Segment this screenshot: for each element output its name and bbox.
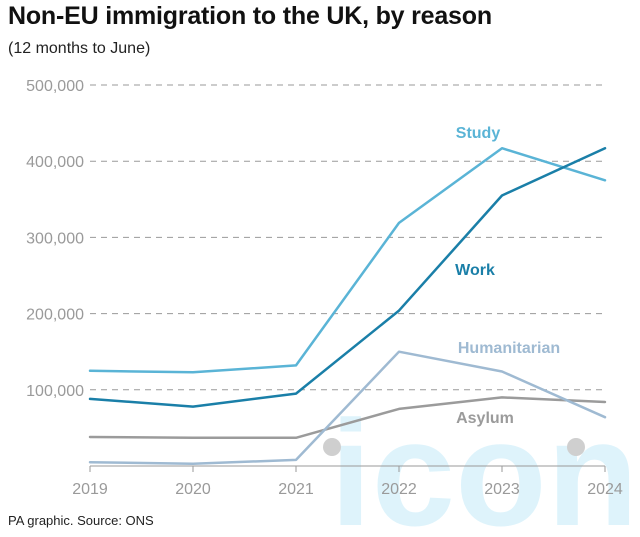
watermark-dot-left <box>323 438 341 456</box>
series-line-asylum <box>88 396 607 440</box>
chart-title: Non-EU immigration to the UK, by reason <box>8 2 492 30</box>
series-lines <box>88 146 607 465</box>
y-tick-label: 500,000 <box>26 78 84 95</box>
series-label-asylum: Asylum <box>456 410 514 427</box>
x-axis-ticks: 2019 2020 2021 2022 2023 2024 <box>72 466 623 498</box>
x-tick-label: 2024 <box>587 481 623 498</box>
series-line-humanitarian <box>88 350 607 465</box>
series-line-study <box>88 146 607 374</box>
x-tick-label: 2019 <box>72 481 108 498</box>
y-axis-ticks: 100,000 200,000 300,000 400,000 500,000 <box>26 78 84 400</box>
y-tick-label: 400,000 <box>26 154 84 171</box>
series-label-study: Study <box>456 125 501 142</box>
source-note: PA graphic. Source: ONS <box>8 513 154 528</box>
series-line-work <box>88 146 607 408</box>
x-tick-label: 2023 <box>484 481 520 498</box>
y-tick-label: 300,000 <box>26 230 84 247</box>
series-label-work: Work <box>455 262 495 279</box>
watermark-dot-right <box>567 438 585 456</box>
x-tick-label: 2021 <box>278 481 314 498</box>
gridlines <box>90 84 605 467</box>
x-tick-label: 2020 <box>175 481 211 498</box>
series-label-humanitarian: Humanitarian <box>458 340 560 357</box>
y-tick-label: 200,000 <box>26 307 84 324</box>
series-labels: Study Work Humanitarian Asylum <box>455 125 560 427</box>
x-tick-label: 2022 <box>381 481 417 498</box>
chart-subtitle: (12 months to June) <box>8 40 151 57</box>
y-tick-label: 100,000 <box>26 383 84 400</box>
